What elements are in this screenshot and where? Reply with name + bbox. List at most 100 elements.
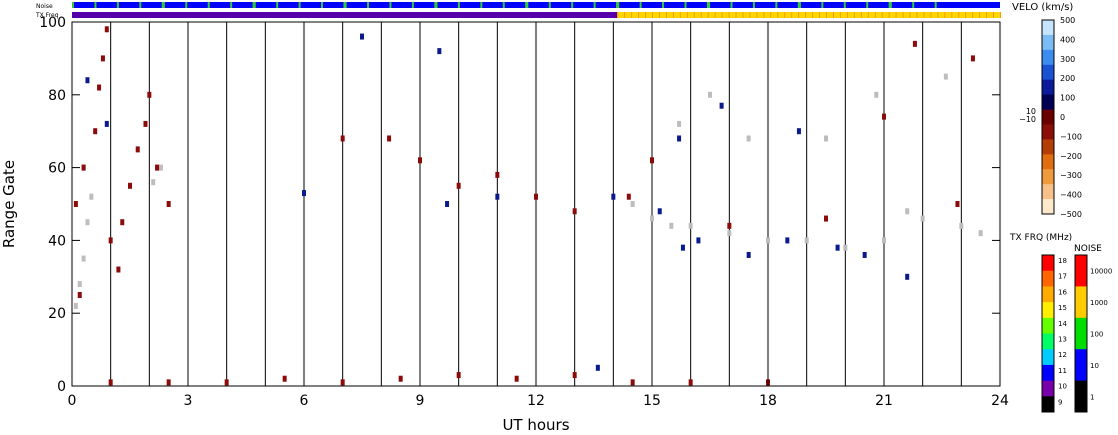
noise-colorbar-tick: 1000 bbox=[1090, 299, 1108, 307]
data-point-negative-velocity bbox=[155, 164, 160, 171]
txfreq-strip-tick bbox=[805, 12, 807, 18]
noise-strip bbox=[72, 2, 1000, 8]
data-point-negative-velocity bbox=[282, 375, 287, 382]
velocity-colorbar-swatch bbox=[1042, 79, 1054, 96]
txfreq-colorbar-swatch bbox=[1042, 270, 1054, 287]
data-point-negative-velocity bbox=[626, 193, 631, 200]
txfreq-strip-tick bbox=[679, 12, 681, 18]
noise-strip-tick bbox=[912, 2, 915, 8]
noise-strip-tick bbox=[866, 2, 869, 8]
y-tick-label: 80 bbox=[48, 88, 66, 104]
data-point-negative-velocity bbox=[340, 135, 345, 142]
txfreq-strip-tick bbox=[832, 12, 834, 18]
noise-colorbar: NOISE 10000 1000 100 10 1 bbox=[1074, 244, 1112, 413]
txfreq-strip-tick bbox=[1000, 12, 1001, 18]
velocity-colorbar-tick: −200 bbox=[1060, 152, 1082, 161]
x-tick-label: 24 bbox=[991, 393, 1009, 409]
txfreq-strip-tick bbox=[707, 12, 709, 18]
noise-strip-tick bbox=[843, 2, 846, 8]
data-point-positive-velocity bbox=[719, 102, 724, 109]
data-point-ground-scatter bbox=[89, 193, 94, 200]
noise-strip-tick bbox=[185, 2, 188, 8]
data-point-negative-velocity bbox=[456, 372, 461, 379]
noise-colorbar-tick: 10000 bbox=[1090, 268, 1112, 276]
data-point-negative-velocity bbox=[495, 171, 500, 178]
data-point-positive-velocity bbox=[85, 77, 90, 84]
txfreq-strip-tick bbox=[700, 12, 702, 18]
noise-strip-tick bbox=[821, 2, 824, 8]
data-point-ground-scatter bbox=[73, 302, 78, 309]
noise-strip-tick bbox=[367, 2, 370, 8]
txfreq-strip-tick bbox=[652, 12, 653, 18]
txfreq-colorbar-tick: 17 bbox=[1058, 273, 1067, 281]
txfreq-colorbar-swatch bbox=[1042, 255, 1054, 272]
noise-strip-tick bbox=[435, 2, 438, 8]
txfreq-strip-ticks bbox=[617, 12, 1001, 18]
velocity-colorbar-swatch bbox=[1042, 109, 1054, 125]
txfreq-colorbar-swatch bbox=[1042, 349, 1054, 366]
data-point-negative-velocity bbox=[688, 379, 693, 386]
data-point-negative-velocity bbox=[108, 379, 113, 386]
noise-strip-tick bbox=[139, 2, 142, 8]
txfreq-strip-tick bbox=[874, 12, 876, 18]
txfreq-strip-tick bbox=[645, 12, 647, 18]
txfreq-strip-tick bbox=[819, 12, 821, 18]
noise-colorbar-swatches bbox=[1074, 254, 1088, 413]
txfreq-strip-tick bbox=[798, 12, 800, 18]
data-point-negative-velocity bbox=[387, 135, 392, 142]
txfreq-colorbar: TX FRQ (MHz) 18 17 16 15 14 13 12 11 10 9 bbox=[1009, 233, 1072, 413]
velocity-colorbar-swatch bbox=[1042, 20, 1054, 36]
noise-strip-tick bbox=[321, 2, 324, 8]
data-point-positive-velocity bbox=[746, 251, 751, 258]
data-point-positive-velocity bbox=[835, 244, 840, 251]
velocity-colorbar-threshold: −10 bbox=[1019, 115, 1036, 124]
data-point-negative-velocity bbox=[97, 84, 102, 91]
txfreq-strip-tick bbox=[791, 12, 793, 18]
data-point-ground-scatter bbox=[727, 230, 732, 237]
velocity-colorbar-tick: 300 bbox=[1060, 55, 1075, 64]
txfreq-colorbar-swatches bbox=[1041, 254, 1055, 413]
noise-strip-ticks bbox=[72, 2, 937, 8]
status-strips: Noise TX Freq bbox=[35, 2, 1001, 19]
txfreq-colorbar-tick: 13 bbox=[1058, 336, 1067, 344]
data-point-ground-scatter bbox=[746, 135, 751, 142]
data-point-ground-scatter bbox=[824, 135, 828, 142]
data-point-ground-scatter bbox=[77, 281, 82, 288]
data-point-negative-velocity bbox=[912, 40, 917, 47]
data-point-negative-velocity bbox=[882, 113, 886, 120]
velocity-colorbar-title: VELO (km/s) bbox=[1012, 2, 1073, 13]
txfreq-strip-tick bbox=[902, 12, 904, 18]
data-point-negative-velocity bbox=[135, 146, 140, 153]
data-point-ground-scatter bbox=[669, 222, 674, 229]
x-tick-label: 15 bbox=[643, 393, 661, 409]
velocity-colorbar-threshold: 10 bbox=[1026, 107, 1036, 116]
txfreq-strip-tick bbox=[944, 12, 946, 18]
txfreq-strip-tick bbox=[916, 12, 918, 18]
data-point-ground-scatter bbox=[804, 237, 809, 244]
data-point-positive-velocity bbox=[677, 135, 682, 142]
noise-strip-tick bbox=[116, 2, 119, 8]
txfreq-strip-tick bbox=[888, 12, 890, 18]
txfreq-strip-tick bbox=[826, 12, 827, 18]
velocity-colorbar-tick: −300 bbox=[1060, 171, 1082, 180]
txfreq-colorbar-swatch bbox=[1042, 380, 1054, 397]
plot-area: 0 3 6 9 12 15 18 21 24 0 20 40 60 80 100 bbox=[39, 15, 1009, 409]
noise-strip-tick bbox=[617, 2, 620, 8]
velocity-colorbar-tick: 400 bbox=[1060, 35, 1075, 44]
data-point-ground-scatter bbox=[708, 91, 712, 98]
velocity-colorbar: VELO (km/s) 500 400 300 200 100 0 −100 −200 −300… bbox=[1012, 2, 1082, 219]
data-point-ground-scatter bbox=[158, 164, 163, 171]
velocity-colorbar-swatches bbox=[1041, 19, 1055, 215]
txfreq-strip-tick bbox=[763, 12, 765, 18]
data-point-ground-scatter bbox=[943, 73, 948, 80]
noise-strip-tick bbox=[752, 2, 755, 8]
data-point-negative-velocity bbox=[77, 292, 82, 298]
txfreq-strip-tick bbox=[617, 12, 619, 18]
txfreq-strip-tick bbox=[812, 12, 814, 18]
txfreq-strip-tick bbox=[721, 12, 723, 18]
noise-strip-tick bbox=[526, 2, 529, 8]
y-tick-label: 100 bbox=[39, 15, 66, 31]
data-point-negative-velocity bbox=[955, 201, 960, 207]
txfreq-strip-tick bbox=[909, 12, 911, 18]
